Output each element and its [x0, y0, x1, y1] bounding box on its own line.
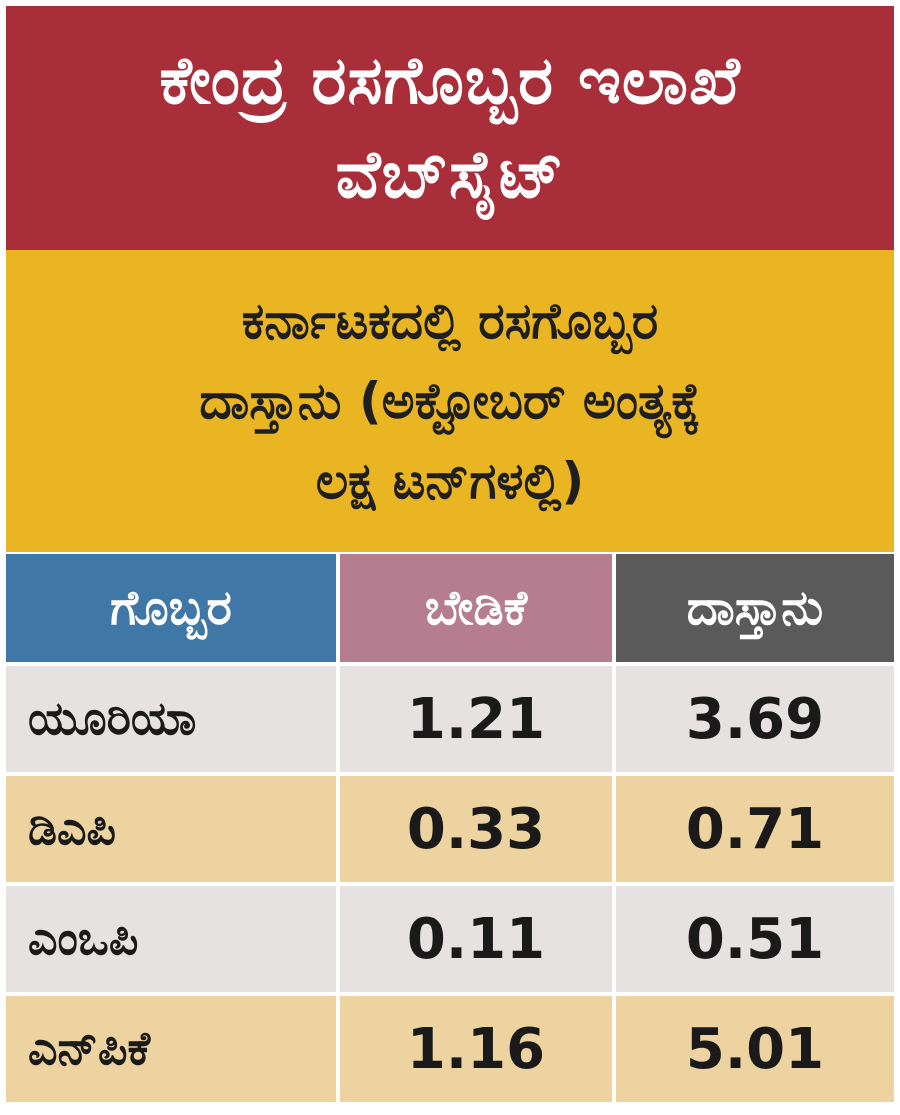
subtitle-line-3: ಲಕ್ಷ ಟನ್‌ಗಳಲ್ಲಿ) [315, 452, 585, 510]
stock-value: 3.69 [616, 666, 894, 772]
table-row-urea: ಯೂರಿಯಾ 1.21 3.69 [6, 666, 894, 772]
column-header-stock: ದಾಸ್ತಾನು [616, 554, 894, 662]
demand-value: 0.33 [340, 776, 612, 882]
table-row-mop: ಎಂಒಪಿ 0.11 0.51 [6, 886, 894, 992]
demand-value: 1.16 [340, 996, 612, 1102]
table-header-row: ಗೊಬ್ಬರ ಬೇಡಿಕೆ ದಾಸ್ತಾನು [6, 554, 894, 662]
stock-value: 0.71 [616, 776, 894, 882]
fertilizer-name: ಡಿಎಪಿ [6, 776, 336, 882]
table-row-npk: ಎನ್‌ಪಿಕೆ 1.16 5.01 [6, 996, 894, 1102]
column-header-demand: ಬೇಡಿಕೆ [340, 554, 612, 662]
subtitle-line-1: ಕರ್ನಾಟಕದಲ್ಲಿ ರಸಗೊಬ್ಬರ [241, 292, 659, 350]
demand-value: 0.11 [340, 886, 612, 992]
subtitle-line-2: ದಾಸ್ತಾನು (ಅಕ್ಟೋಬರ್ ಅಂತ್ಯಕ್ಕೆ [199, 372, 701, 430]
fertilizer-name: ಯೂರಿಯಾ [6, 666, 336, 772]
column-header-fertilizer: ಗೊಬ್ಬರ [6, 554, 336, 662]
title-line-1: ಕೇಂದ್ರ ರಸಗೊಬ್ಬರ ಇಲಾಖೆ [159, 42, 741, 119]
stock-value: 0.51 [616, 886, 894, 992]
subtitle-band: ಕರ್ನಾಟಕದಲ್ಲಿ ರಸಗೊಬ್ಬರ ದಾಸ್ತಾನು (ಅಕ್ಟೋಬರ್… [6, 250, 894, 552]
fertilizer-name: ಎನ್‌ಪಿಕೆ [6, 996, 336, 1102]
demand-value: 1.21 [340, 666, 612, 772]
fertilizer-stock-card: ಕೇಂದ್ರ ರಸಗೊಬ್ಬರ ಇಲಾಖೆ ವೆಬ್‌ಸೈಟ್ ಕರ್ನಾಟಕದ… [6, 6, 894, 1109]
title-band: ಕೇಂದ್ರ ರಸಗೊಬ್ಬರ ಇಲಾಖೆ ವೆಬ್‌ಸೈಟ್ [6, 6, 894, 250]
title-line-2: ವೆಬ್‌ಸೈಟ್ [335, 136, 565, 213]
stock-value: 5.01 [616, 996, 894, 1102]
fertilizer-name: ಎಂಒಪಿ [6, 886, 336, 992]
table-row-dap: ಡಿಎಪಿ 0.33 0.71 [6, 776, 894, 882]
